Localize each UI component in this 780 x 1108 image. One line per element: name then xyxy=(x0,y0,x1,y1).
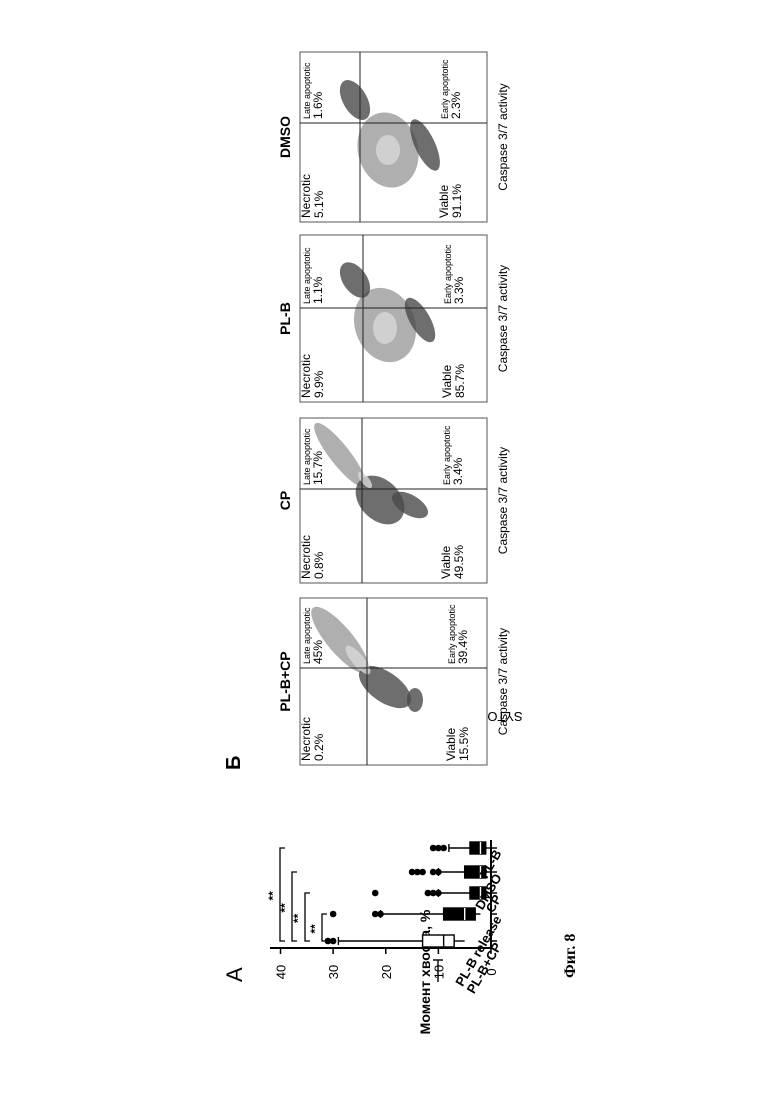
flow-plot-3: PL-BCaspase 3/7 activityNecrotic9.9%Late… xyxy=(277,235,510,402)
box-iqr xyxy=(470,842,486,854)
box-series xyxy=(325,842,491,947)
quadrant-percentage: 91.1% xyxy=(450,184,464,218)
flow-plot-xlabel: Caspase 3/7 activity xyxy=(496,628,510,735)
box-outlier-point xyxy=(330,911,337,918)
panel-a-boxplot: Момент хвоста, % 010203040 PL-B+CPPL-B r… xyxy=(266,840,505,1034)
quadrant-name: Necrotic xyxy=(299,535,313,579)
significance-brackets: ******** xyxy=(266,848,327,941)
significance-bracket xyxy=(280,848,285,941)
quadrant-percentage: 3.4% xyxy=(451,457,465,485)
box-outlier-point xyxy=(372,911,379,918)
quadrant-percentage: 85.7% xyxy=(453,364,467,398)
box-outlier-point xyxy=(409,869,416,876)
flow-plot-title: DMSO xyxy=(277,116,293,158)
quadrant-percentage: 1.1% xyxy=(311,276,325,304)
flow-plot-xlabel: Caspase 3/7 activity xyxy=(496,83,510,190)
value-tick-label: 40 xyxy=(274,965,289,979)
box-outlier-point xyxy=(430,845,437,852)
quadrant-percentage: 15.5% xyxy=(457,727,471,761)
quadrant-name: Viable xyxy=(440,365,454,398)
quadrant-percentage: 1.6% xyxy=(311,91,325,119)
flow-plot-2: CPCaspase 3/7 activityNecrotic0.8%Late a… xyxy=(277,417,510,583)
significance-bracket xyxy=(322,914,327,941)
significance-label: ** xyxy=(308,924,322,934)
value-tick-label: 10 xyxy=(431,965,446,979)
cell-density-cloud xyxy=(373,312,397,344)
flow-plot-4: DMSOCaspase 3/7 activityNecrotic5.1%Late… xyxy=(277,52,510,222)
quadrant-percentage: 49.5% xyxy=(452,545,466,579)
quadrant-percentage: 5.1% xyxy=(312,190,326,218)
quadrant-percentage: 45% xyxy=(311,640,325,664)
quadrant-name: Necrotic xyxy=(299,174,313,218)
box-iqr xyxy=(444,908,476,920)
flow-plot-title: PL-B+CP xyxy=(277,651,293,711)
quadrant-name: Viable xyxy=(444,728,458,761)
quadrant-percentage: 0.2% xyxy=(312,733,326,761)
box-iqr xyxy=(423,935,455,947)
flow-plot-xlabel: Caspase 3/7 activity xyxy=(496,447,510,554)
flow-plot-1: PL-B+CPCaspase 3/7 activityNecrotic0.2%L… xyxy=(277,598,510,765)
flow-plot-xlabel: Caspase 3/7 activity xyxy=(496,265,510,372)
value-tick-label: 30 xyxy=(326,965,341,979)
value-tick-label: 20 xyxy=(379,965,394,979)
figure-caption: Фиг. 8 xyxy=(562,934,579,978)
cell-density-cloud xyxy=(407,688,423,712)
quadrant-name: Necrotic xyxy=(299,717,313,761)
cell-density-cloud xyxy=(376,135,400,165)
flow-plot-title: PL-B xyxy=(277,302,293,335)
significance-bracket xyxy=(292,872,297,941)
quadrant-percentage: 0.8% xyxy=(312,551,326,579)
significance-label: ** xyxy=(266,891,280,901)
flow-plot-title: CP xyxy=(277,491,293,510)
box-outlier-point xyxy=(372,890,379,897)
box-outlier-point xyxy=(425,890,432,897)
quadrant-percentage: 9.9% xyxy=(312,370,326,398)
panel-b-label: Б xyxy=(223,756,245,770)
box-outlier-point xyxy=(430,869,437,876)
quadrant-name: Viable xyxy=(437,185,451,218)
quadrant-percentage: 2.3% xyxy=(449,91,463,119)
quadrant-percentage: 3.3% xyxy=(452,276,466,304)
quadrant-percentage: 39.4% xyxy=(456,630,470,664)
flow-cytometry-plots: PL-B+CPCaspase 3/7 activityNecrotic0.2%L… xyxy=(277,52,510,765)
quadrant-percentage: 15.7% xyxy=(311,451,325,485)
significance-label: ** xyxy=(291,913,305,923)
panel-a-label: А xyxy=(222,967,247,982)
quadrant-name: Viable xyxy=(439,546,453,579)
quadrant-name: Necrotic xyxy=(299,354,313,398)
